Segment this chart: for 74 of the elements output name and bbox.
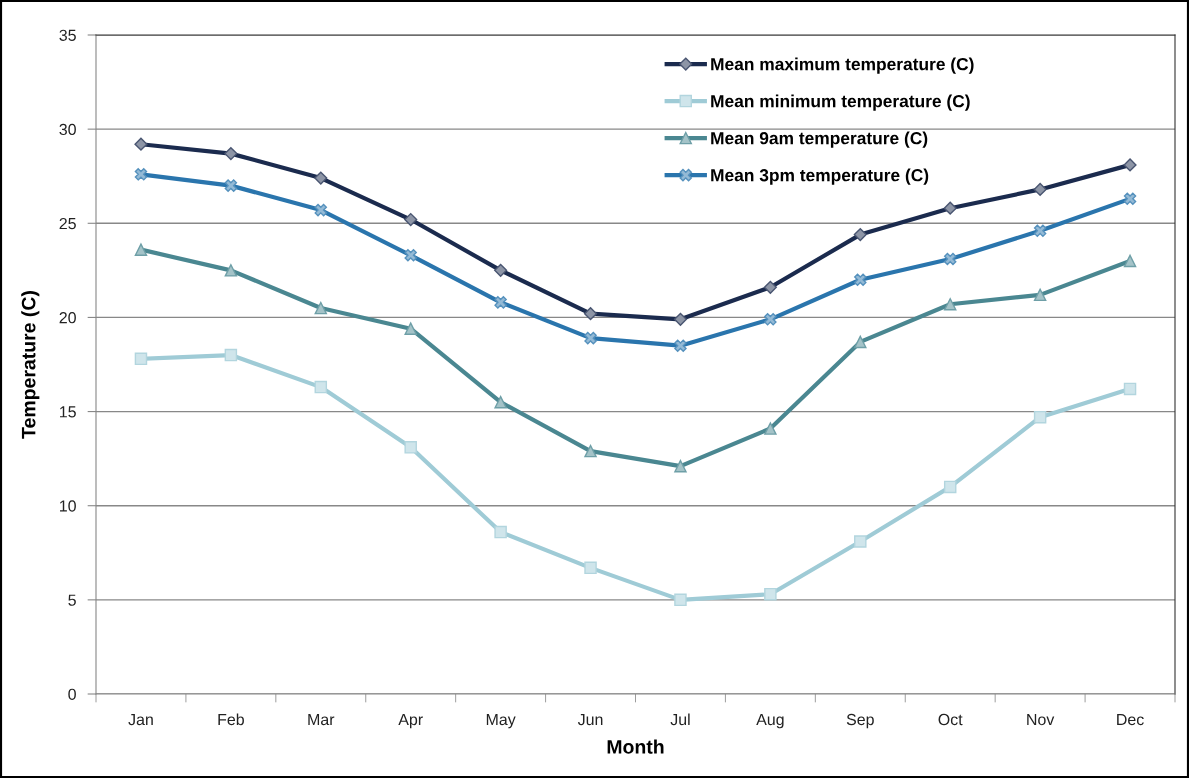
legend-label: Mean 9am temperature (C) (711, 131, 928, 148)
x-tick-label: Jan (128, 714, 153, 726)
point (854, 273, 867, 287)
point (224, 147, 238, 161)
point (943, 201, 957, 215)
legend-label: Mean 3pm temperature (C) (711, 168, 929, 185)
x-tick-label: Feb (218, 713, 244, 726)
x-tick-label: Jun (577, 714, 603, 726)
point (224, 264, 238, 277)
y-axis-title: Temperature (C) (21, 291, 40, 439)
point (943, 480, 957, 494)
point (674, 459, 687, 473)
point (494, 395, 507, 409)
x-axis-title: Month (607, 739, 664, 754)
point (404, 249, 417, 262)
x-tick-label: Aug (756, 714, 784, 729)
x-tick-label: Apr (398, 714, 423, 729)
point (854, 335, 867, 349)
point (134, 243, 148, 256)
point (584, 561, 597, 575)
point (943, 297, 957, 311)
x-tick-label: Nov (1027, 714, 1055, 726)
point (1123, 382, 1137, 396)
point (1123, 192, 1137, 206)
y-tick-label: 20 (59, 312, 76, 324)
point (314, 301, 328, 315)
point (134, 137, 148, 151)
point (674, 593, 687, 607)
point (584, 331, 597, 345)
legend-label: Mean maximum temperature (C) (711, 57, 974, 74)
y-tick-label: 0 (68, 688, 76, 700)
point (314, 380, 328, 394)
y-tick-label: 30 (59, 123, 76, 136)
point (1033, 288, 1047, 302)
x-tick-label: Jul (670, 713, 690, 726)
point (764, 587, 777, 601)
y-tick-label: 10 (60, 500, 76, 512)
point (404, 441, 417, 454)
point (314, 203, 328, 217)
point (1033, 224, 1047, 238)
y-tick-label: 5 (68, 594, 76, 606)
point (494, 263, 508, 277)
x-tick-label: May (486, 714, 516, 729)
legend-label: Mean minimum temperature (C) (711, 94, 970, 111)
y-tick-label: 35 (59, 29, 76, 41)
point (314, 171, 328, 185)
point (763, 280, 777, 294)
point (853, 227, 867, 242)
point (404, 322, 417, 335)
point (224, 179, 238, 192)
point (764, 313, 777, 326)
point (134, 168, 148, 181)
point (674, 339, 687, 352)
point (494, 525, 507, 539)
point (1123, 158, 1137, 172)
point (404, 212, 418, 227)
point (224, 348, 238, 362)
point (1033, 410, 1047, 424)
point (943, 252, 957, 266)
x-tick-label: Oct (938, 713, 963, 726)
point (1123, 254, 1137, 268)
x-tick-label: Mar (308, 714, 335, 726)
point (1033, 182, 1047, 196)
x-tick-label: Sep (846, 713, 874, 729)
x-tick-label: Dec (1117, 714, 1144, 726)
point (134, 352, 148, 366)
point (583, 307, 598, 321)
y-tick-label: 25 (59, 217, 76, 230)
point (673, 312, 688, 326)
point (854, 535, 867, 548)
point (494, 296, 507, 309)
point (764, 422, 777, 435)
y-tick-label: 15 (60, 406, 76, 418)
point (584, 444, 597, 458)
